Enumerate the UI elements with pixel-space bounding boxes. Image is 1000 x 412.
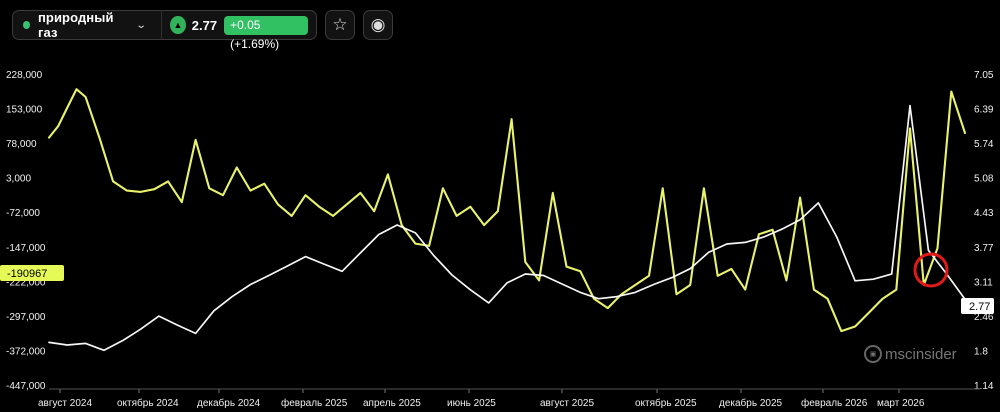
left-current-label: -190967 (7, 268, 47, 280)
price-change-badge: +0.05 (+1.69%) (224, 15, 308, 51)
right-current-label-bg (961, 298, 994, 314)
right-tick-label: 3.77 (974, 243, 994, 254)
mscinsider-logo: ▣ mscinsider (864, 345, 957, 363)
right-axis: 7.05 6.39 5.74 5.08 4.43 3.77 3.11 2.46 1.8 1.14 (974, 70, 994, 392)
chevron-down-icon[interactable]: ⌄ (135, 19, 147, 31)
x-tick-label: август 2024 (38, 398, 92, 409)
x-tick-label: декабрь 2024 (197, 397, 261, 409)
mscinsider-icon: ▣ (864, 345, 882, 363)
x-tick-label: июнь 2025 (447, 398, 496, 409)
instrument-header: природный газ ⌄ ▲ 2.77 +0.05 (+1.69%) ☆ … (12, 10, 393, 51)
left-tick-label: 228,000 (6, 70, 43, 81)
left-tick-label: -447,000 (6, 381, 46, 392)
header-divider (161, 10, 163, 40)
right-tick-label: 1.14 (974, 381, 994, 392)
status-dot (23, 21, 30, 29)
left-tick-label: -372,000 (6, 346, 46, 357)
favorite-button[interactable]: ☆ (325, 10, 355, 40)
eye-icon: ◉ (370, 15, 386, 34)
left-axis: 228,000 153,000 78,000 3,000 -72,000 -147,000… (6, 70, 46, 392)
watch-button[interactable]: ◉ (363, 10, 393, 40)
axis-value-labels: -190967 2.77 (0, 252, 994, 314)
x-tick-label: октябрь 2025 (635, 397, 697, 409)
highlight-circle (913, 252, 949, 288)
right-tick-label: 6.39 (974, 105, 994, 116)
right-tick-label: 1.8 (974, 346, 988, 357)
x-tick-label: октябрь 2024 (117, 397, 179, 409)
right-tick-label: 4.43 (974, 208, 994, 219)
x-tick-label: февраль 2025 (281, 397, 348, 409)
yellow-series-line (47, 88, 967, 333)
left-tick-label: 3,000 (6, 174, 31, 185)
left-tick-label: 78,000 (6, 139, 37, 150)
left-tick-label: -297,000 (6, 312, 46, 323)
right-tick-label: 7.05 (974, 70, 994, 81)
current-price: 2.77 (191, 17, 218, 33)
instrument-selector[interactable]: природный газ ⌄ ▲ 2.77 +0.05 (+1.69%) (12, 10, 317, 51)
watermark-text: mscinsider (885, 345, 957, 363)
x-axis: август 2024 октябрь 2024 декабрь 2024 февра… (38, 388, 980, 409)
star-icon: ☆ (332, 15, 348, 34)
x-tick-label: март 2026 (877, 398, 925, 409)
right-current-label: 2.77 (969, 301, 990, 313)
left-tick-label: 153,000 (6, 105, 43, 116)
right-tick-label: 3.11 (974, 277, 993, 288)
left-current-label-bg (0, 265, 64, 281)
triangle-up-icon: ▲ (170, 16, 186, 34)
left-tick-label: -72,000 (6, 208, 40, 219)
chart-series (47, 88, 967, 352)
right-tick-label: 5.08 (974, 174, 994, 185)
x-tick-label: февраль 2026 (801, 397, 868, 409)
left-tick-label: -222,000 (6, 277, 46, 288)
left-tick-label: -147,000 (6, 243, 46, 254)
right-tick-label: 2.46 (974, 312, 994, 323)
right-tick-label: 5.74 (974, 139, 994, 150)
instrument-name: природный газ (37, 10, 114, 40)
x-tick-label: август 2025 (540, 398, 594, 409)
x-tick-label: декабрь 2025 (719, 397, 783, 409)
white-series-line (48, 104, 966, 352)
x-tick-label: апрель 2025 (363, 398, 421, 409)
